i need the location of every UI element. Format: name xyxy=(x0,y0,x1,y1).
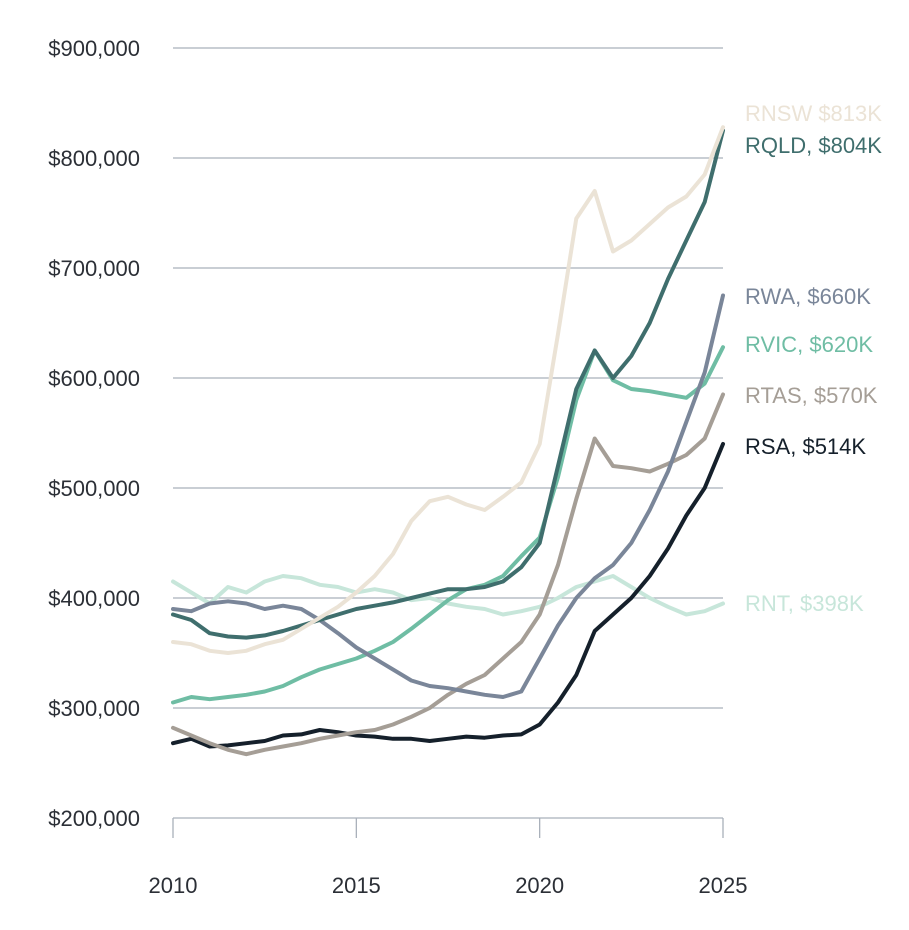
y-tick-label: $200,000 xyxy=(48,806,140,831)
x-axis: 2010 2015 2020 2025 xyxy=(149,818,748,898)
series-label-rtas: RTAS, $570K xyxy=(745,383,878,408)
y-tick-label: $800,000 xyxy=(48,146,140,171)
y-tick-label: $300,000 xyxy=(48,696,140,721)
y-tick-label: $500,000 xyxy=(48,476,140,501)
x-tick-label: 2025 xyxy=(699,873,748,898)
series-line-rnsw xyxy=(171,125,725,655)
x-tick-label: 2015 xyxy=(332,873,381,898)
series-label-rqld: RQLD, $804K xyxy=(745,133,882,158)
y-tick-label: $900,000 xyxy=(48,36,140,61)
series-label-rwa: RWA, $660K xyxy=(745,284,871,309)
grid-lines xyxy=(173,47,723,819)
series-label-rsa: RSA, $514K xyxy=(745,434,866,459)
series-line-rqld xyxy=(171,128,725,640)
series-label-rvic: RVIC, $620K xyxy=(745,332,873,357)
series-label-rnsw: RNSW $813K xyxy=(745,101,882,126)
series-line-rsa xyxy=(171,442,725,749)
series-label-rnt: RNT, $398K xyxy=(745,591,864,616)
y-tick-label: $400,000 xyxy=(48,586,140,611)
x-tick-label: 2010 xyxy=(149,873,198,898)
series-line-rwa xyxy=(171,293,725,699)
series-line-rnt xyxy=(171,574,725,617)
x-tick-label: 2020 xyxy=(515,873,564,898)
series-line-rtas xyxy=(171,392,725,757)
end-labels: RNT, $398K RSA, $514K RTAS, $570K RVIC, $62… xyxy=(745,101,882,616)
series-lines xyxy=(171,125,725,757)
y-axis: $200,000 $300,000 $400,000 $500,000 $600,000… xyxy=(48,36,140,831)
y-tick-label: $700,000 xyxy=(48,256,140,281)
series-line-rvic xyxy=(171,345,725,705)
y-tick-label: $600,000 xyxy=(48,366,140,391)
